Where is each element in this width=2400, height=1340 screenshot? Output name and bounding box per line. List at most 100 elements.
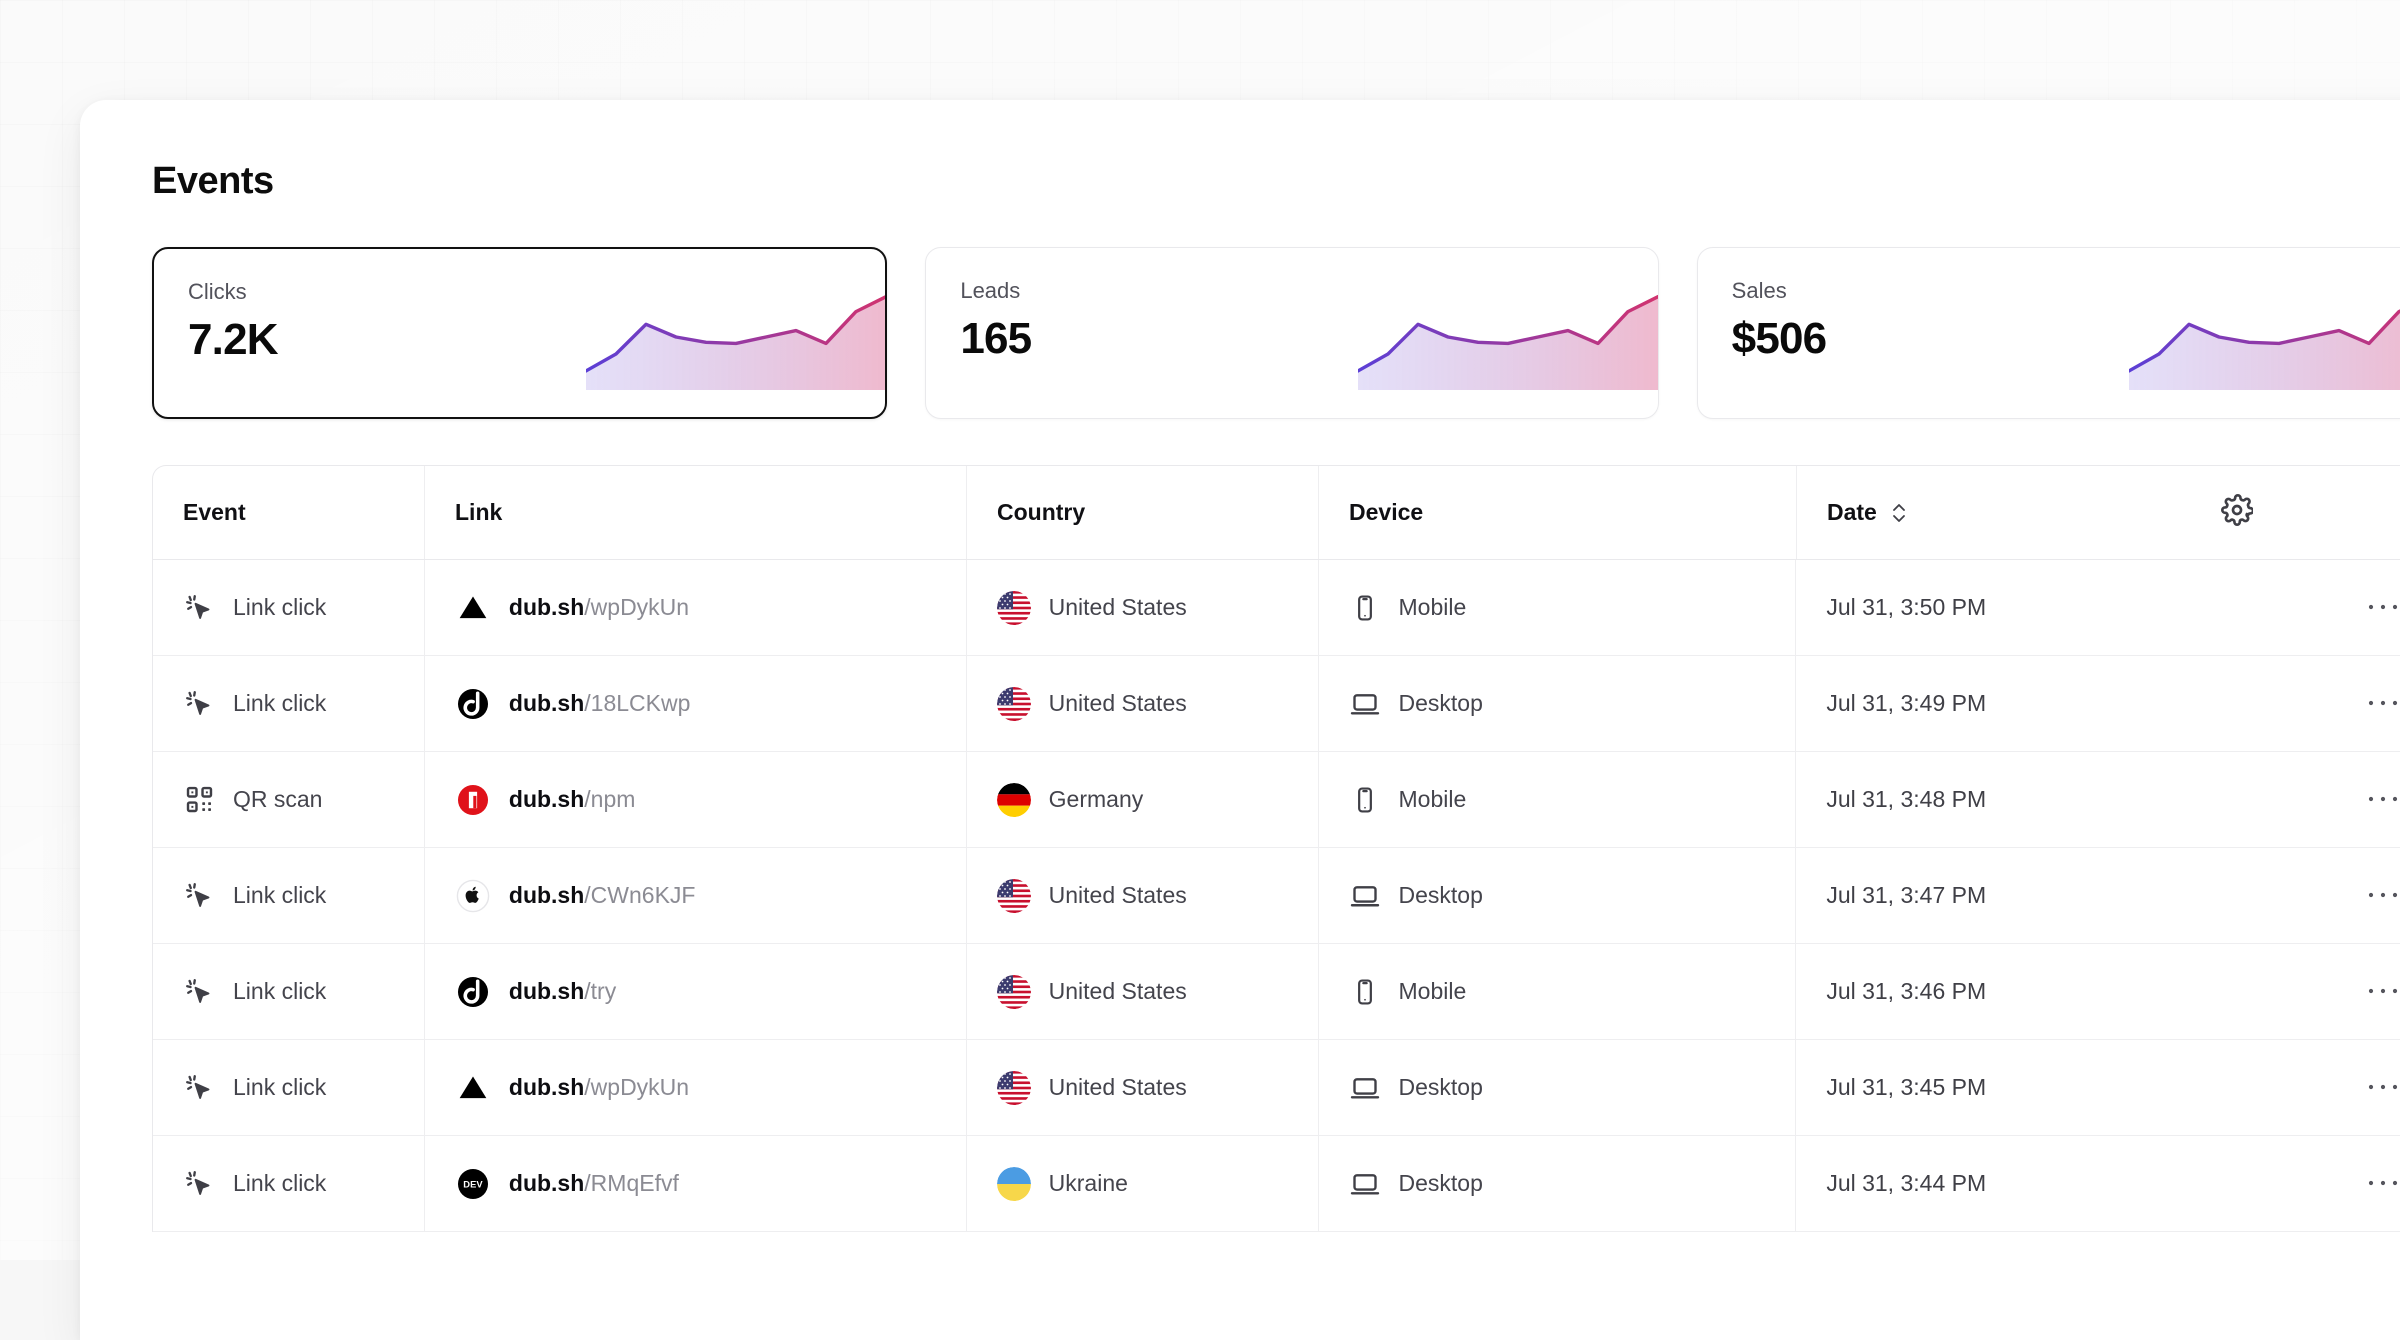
ua-flag-icon — [997, 1167, 1031, 1201]
cell-country: Germany — [967, 752, 1319, 847]
devto-logo-icon: DEV — [455, 1166, 491, 1202]
cell-device: Desktop — [1319, 1136, 1797, 1231]
cell-device: Desktop — [1319, 656, 1797, 751]
column-header-link[interactable]: Link — [425, 466, 967, 559]
cell-event: QR scan — [153, 752, 425, 847]
table-settings-button[interactable] — [2221, 494, 2297, 532]
stat-card-clicks[interactable]: Clicks 7.2K — [152, 247, 887, 419]
cell-device: Mobile — [1319, 752, 1797, 847]
link-label: dub.sh/18LCKwp — [509, 690, 691, 717]
row-actions-button[interactable] — [2296, 1136, 2400, 1231]
cell-country: United States — [967, 560, 1319, 655]
column-header-country[interactable]: Country — [967, 466, 1319, 559]
stat-card-leads[interactable]: Leads 165 — [925, 247, 1658, 419]
cell-link[interactable]: DEV dub.sh/RMqEfvf — [425, 1136, 967, 1231]
row-actions-button[interactable] — [2296, 656, 2400, 751]
column-header-date[interactable]: Date — [1797, 466, 2297, 559]
vercel-logo-icon — [455, 1070, 491, 1106]
link-label: dub.sh/RMqEfvf — [509, 1170, 679, 1197]
country-label: United States — [1049, 882, 1187, 909]
qr-code-icon — [183, 784, 215, 816]
sparkline-chart — [2129, 278, 2400, 390]
cell-link[interactable]: dub.sh/try — [425, 944, 967, 1039]
table-row[interactable]: Link click DEV dub.sh/RMqEfvf Ukraine De… — [153, 1136, 2400, 1232]
cell-event: Link click — [153, 656, 425, 751]
country-label: Germany — [1049, 786, 1144, 813]
date-label: Jul 31, 3:44 PM — [1826, 1170, 1986, 1197]
column-header-device[interactable]: Device — [1319, 466, 1797, 559]
desktop-icon — [1349, 688, 1381, 720]
ellipsis-icon — [2367, 599, 2399, 617]
row-actions-button[interactable] — [2296, 1040, 2400, 1135]
device-label: Desktop — [1399, 1074, 1483, 1101]
svg-text:DEV: DEV — [463, 1179, 483, 1189]
cell-link[interactable]: dub.sh/wpDykUn — [425, 560, 967, 655]
date-label: Jul 31, 3:45 PM — [1826, 1074, 1986, 1101]
cell-link[interactable]: dub.sh/18LCKwp — [425, 656, 967, 751]
country-label: Ukraine — [1049, 1170, 1128, 1197]
link-label: dub.sh/CWn6KJF — [509, 882, 696, 909]
table-row[interactable]: Link click dub.sh/CWn6KJF — [153, 848, 2400, 944]
cell-link[interactable]: dub.sh/CWn6KJF — [425, 848, 967, 943]
cursor-click-icon — [183, 592, 215, 624]
cursor-click-icon — [183, 1072, 215, 1104]
us-flag-icon — [997, 1071, 1031, 1105]
country-label: United States — [1049, 594, 1187, 621]
apple-logo-icon — [455, 878, 491, 914]
event-label: Link click — [233, 882, 326, 909]
stat-cards-row: Clicks 7.2K Leads 165 — [152, 247, 2400, 419]
column-header-date-label: Date — [1827, 499, 1877, 526]
npm-logo-icon — [455, 782, 491, 818]
table-row[interactable]: QR scan dub.sh/npm Germany Mobile — [153, 752, 2400, 848]
cursor-click-icon — [183, 976, 215, 1008]
table-row[interactable]: Link click dub.sh/wpDykUn — [153, 1040, 2400, 1136]
event-label: QR scan — [233, 786, 322, 813]
event-label: Link click — [233, 1170, 326, 1197]
cell-link[interactable]: dub.sh/wpDykUn — [425, 1040, 967, 1135]
date-label: Jul 31, 3:47 PM — [1826, 882, 1986, 909]
device-label: Desktop — [1399, 882, 1483, 909]
table-row[interactable]: Link click dub.sh/wpDykUn — [153, 560, 2400, 656]
device-label: Desktop — [1399, 1170, 1483, 1197]
cell-event: Link click — [153, 1040, 425, 1135]
country-label: United States — [1049, 978, 1187, 1005]
cell-date: Jul 31, 3:49 PM — [1796, 656, 2296, 751]
cell-country: United States — [967, 656, 1319, 751]
stat-card-sales[interactable]: Sales $506 — [1697, 247, 2400, 419]
date-label: Jul 31, 3:48 PM — [1826, 786, 1986, 813]
event-label: Link click — [233, 690, 326, 717]
cell-country: Ukraine — [967, 1136, 1319, 1231]
mobile-icon — [1349, 592, 1381, 624]
column-header-event[interactable]: Event — [153, 466, 425, 559]
cell-event: Link click — [153, 1136, 425, 1231]
vercel-logo-icon — [455, 590, 491, 626]
sparkline-chart — [1358, 278, 1658, 390]
cell-device: Mobile — [1319, 944, 1797, 1039]
ellipsis-icon — [2367, 1175, 2399, 1193]
event-label: Link click — [233, 594, 326, 621]
cell-device: Desktop — [1319, 848, 1797, 943]
us-flag-icon — [997, 687, 1031, 721]
us-flag-icon — [997, 591, 1031, 625]
date-label: Jul 31, 3:49 PM — [1826, 690, 1986, 717]
chevron-up-down-icon[interactable] — [1889, 500, 1909, 526]
cell-link[interactable]: dub.sh/npm — [425, 752, 967, 847]
events-panel: Events Clicks 7.2K Lead — [80, 100, 2400, 1340]
link-label: dub.sh/try — [509, 978, 616, 1005]
date-label: Jul 31, 3:50 PM — [1826, 594, 1986, 621]
country-label: United States — [1049, 1074, 1187, 1101]
us-flag-icon — [997, 975, 1031, 1009]
row-actions-button[interactable] — [2296, 560, 2400, 655]
row-actions-button[interactable] — [2296, 944, 2400, 1039]
link-label: dub.sh/npm — [509, 786, 636, 813]
table-row[interactable]: Link click dub.sh/try — [153, 944, 2400, 1040]
table-row[interactable]: Link click dub.sh/18LCKwp — [153, 656, 2400, 752]
cell-device: Desktop — [1319, 1040, 1797, 1135]
row-actions-button[interactable] — [2296, 752, 2400, 847]
date-label: Jul 31, 3:46 PM — [1826, 978, 1986, 1005]
page-title: Events — [152, 160, 2400, 203]
cell-country: United States — [967, 944, 1319, 1039]
row-actions-button[interactable] — [2296, 848, 2400, 943]
cell-date: Jul 31, 3:50 PM — [1796, 560, 2296, 655]
event-label: Link click — [233, 978, 326, 1005]
